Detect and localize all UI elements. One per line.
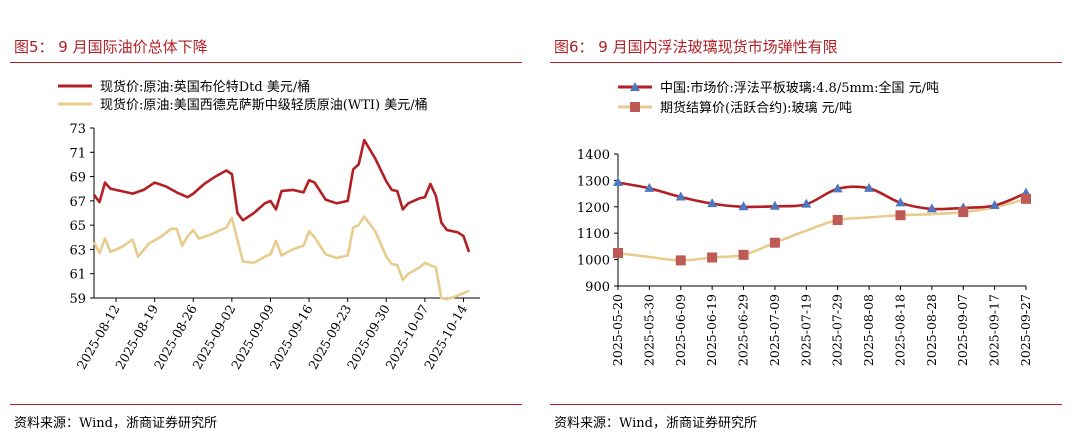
spot-marker-triangle [738, 201, 749, 211]
chart-legend: 现货价:原油:英国布伦特Dtd 美元/桶 现货价:原油:美国西德克萨斯中级轻质原… [58, 79, 428, 113]
x-tick-label: 2025-08-08 [861, 294, 876, 366]
legend-label-futures: 期货结算价(活跃合约):玻璃 元/吨 [660, 100, 852, 116]
figure-6-title: 图6： 9 月国内浮法玻璃现货市场弹性有限 [554, 38, 838, 56]
y-tick-label: 900 [585, 280, 610, 295]
glass-price-chart: 中国:市场价:浮法平板玻璃:4.8/5mm:全国 元/吨 期货结算价(活跃合约)… [577, 80, 1033, 366]
y-tick-label: 61 [69, 268, 86, 283]
figure-5-bottom-rule [10, 404, 522, 405]
y-tick-label: 59 [69, 292, 86, 307]
y-tick-label: 1000 [577, 254, 610, 269]
legend-label-spot: 中国:市场价:浮法平板玻璃:4.8/5mm:全国 元/吨 [660, 80, 939, 96]
y-tick-label: 1100 [577, 227, 610, 242]
figure-5-top-rule [10, 62, 522, 63]
figure-6-top-rule [550, 62, 1062, 63]
spot-marker-triangle [832, 183, 843, 193]
spot-marker-triangle [989, 199, 1000, 209]
x-tick-label: 2025-06-19 [704, 294, 719, 366]
y-tick-label: 1200 [577, 201, 610, 216]
futures-marker-square [738, 249, 749, 260]
futures-marker-square [675, 255, 686, 266]
y-tick-label: 67 [69, 195, 86, 210]
figure-5-source: 资料来源：Wind，浙商证券研究所 [14, 416, 217, 431]
figure-6-bottom-rule [550, 404, 1062, 405]
futures-marker-square [1021, 193, 1031, 204]
chart-series [613, 177, 1031, 266]
y-tick-label: 73 [69, 122, 86, 137]
x-tick-label: 2025-09-17 [987, 294, 1002, 366]
figure-5-title: 图5： 9 月国际油价总体下降 [14, 38, 208, 56]
futures-marker-square [832, 215, 843, 225]
x-tick-label: 2025-05-20 [610, 294, 625, 366]
legend-label-brent: 现货价:原油:英国布伦特Dtd 美元/桶 [100, 79, 310, 95]
x-tick-label: 2025-07-09 [767, 294, 782, 366]
figure-6-panel: 图6： 9 月国内浮法玻璃现货市场弹性有限 中国:市场价:浮法平板玻璃:4.8/… [540, 0, 1080, 441]
spot-marker-triangle [769, 200, 780, 210]
spot-marker-triangle [926, 203, 937, 213]
y-tick-label: 71 [69, 146, 86, 161]
spot-marker-triangle [895, 197, 906, 207]
y-tick-label: 1400 [577, 148, 610, 163]
x-tick-label: 2025-09-27 [1018, 294, 1033, 366]
spot-marker-triangle [864, 182, 875, 192]
futures-marker-square [769, 237, 780, 248]
y-tick-label: 69 [69, 171, 86, 186]
legend-label-wti: 现货价:原油:美国西德克萨斯中级轻质原油(WTI) 美元/桶 [100, 97, 428, 113]
legend-marker-triangle [630, 82, 640, 91]
x-tick-label: 2025-07-29 [830, 294, 845, 366]
spot-marker-triangle [613, 177, 623, 187]
chart-series [92, 138, 471, 301]
x-tick-label: 2025-06-29 [736, 294, 751, 366]
y-tick-label: 65 [69, 219, 86, 234]
legend-marker-square [630, 102, 640, 112]
x-tick-label: 2025-06-09 [673, 294, 688, 366]
futures-marker-square [613, 248, 623, 258]
y-tick-label: 63 [69, 243, 86, 258]
futures-marker-square [958, 207, 969, 218]
spot-marker-triangle [675, 191, 686, 201]
chart-legend: 中国:市场价:浮法平板玻璃:4.8/5mm:全国 元/吨 期货结算价(活跃合约)… [618, 80, 939, 116]
x-tick-label: 2025-07-19 [798, 294, 813, 366]
series-line-brent [92, 138, 471, 253]
futures-marker-square [707, 252, 718, 263]
futures-marker-square [895, 210, 906, 221]
x-tick-label: 2025-05-30 [641, 294, 656, 366]
x-tick-label: 2025-09-07 [955, 294, 970, 366]
spot-marker-triangle [707, 198, 718, 208]
figure-6-source: 资料来源：Wind，浙商证券研究所 [554, 416, 757, 431]
spot-marker-triangle [801, 198, 812, 208]
x-tick-label: 2025-08-28 [924, 294, 939, 366]
oil-price-chart: 现货价:原油:英国布伦特Dtd 美元/桶 现货价:原油:美国西德克萨斯中级轻质原… [58, 79, 480, 372]
spot-marker-triangle [644, 182, 655, 192]
x-tick-label: 2025-08-18 [892, 294, 907, 366]
series-line-wti [92, 215, 470, 301]
y-tick-label: 1300 [577, 174, 610, 189]
chart-axes: 900 1000 1100 1200 1300 1400 2025-05-20 2025-05… [577, 148, 1033, 366]
figure-5-panel: 图5： 9 月国际油价总体下降 现货价:原油:英国布伦特Dtd 美元/桶 现货价… [10, 38, 522, 431]
